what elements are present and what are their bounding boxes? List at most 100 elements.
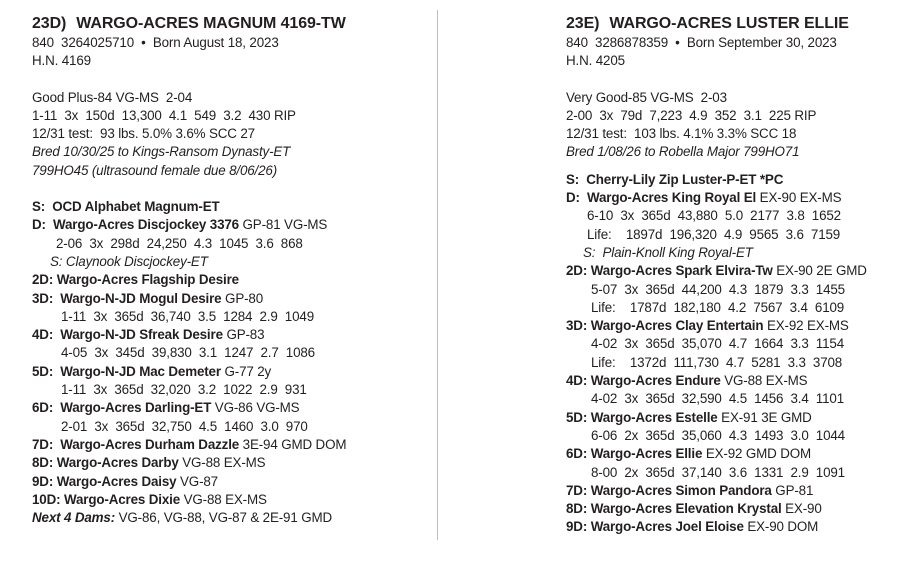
pedigree-ancestor: 3D: Wargo-Acres Clay Entertain EX-92 EX-…: [566, 317, 906, 335]
pedigree-text: 2D: Wargo-Acres Spark Elvira-Tw: [566, 263, 773, 279]
pedigree-text: 6-10 3x 365d 43,880 5.0 2177 3.8 1652: [587, 208, 841, 224]
record-line: 1-11 3x 150d 13,300 4.1 549 3.2 430 RIP: [32, 107, 427, 125]
lot-23e-entry: 23E) WARGO-ACRES LUSTER ELLIE 840 32868783…: [566, 14, 906, 537]
record-text: Bred 1/08/26 to Robella Major 799HO71: [566, 144, 800, 160]
pedigree-ancestor: Next 4 Dams: VG-86, VG-88, VG-87 & 2E-91…: [32, 509, 427, 527]
animal-name: WARGO-ACRES MAGNUM 4169-TW: [76, 15, 346, 32]
pedigree-text: 6D: Wargo-Acres Darling-ET: [32, 400, 212, 416]
pedigree-text: 10D: Wargo-Acres Dixie: [32, 491, 181, 507]
record-line: 799HO45 (ultrasound female due 8/06/26): [32, 162, 427, 180]
lot-number: 23E): [566, 15, 600, 32]
pedigree-ancestor: S: Cherry-Lily Zip Luster-P-ET *PC: [566, 171, 906, 189]
pedigree-stat-line: 2-06 3x 298d 24,250 4.3 1045 3.6 868: [32, 235, 427, 253]
pedigree-ancestor: 4D: Wargo-N-JD Sfreak Desire GP-83: [32, 326, 427, 344]
record-text: 12/31 test: 103 lbs. 4.1% 3.3% SCC 18: [566, 126, 797, 142]
record-line: 12/31 test: 93 lbs. 5.0% 3.6% SCC 27: [32, 125, 427, 143]
pedigree-text: EX-92 GMD DOM: [702, 446, 812, 462]
record-text: 2-00 3x 79d 7,223 4.9 352 3.1 225 RIP: [566, 107, 817, 123]
pedigree-text: 1-11 3x 365d 32,020 3.2 1022 2.9 931: [61, 382, 307, 398]
pedigree-sire-line: S: Plain-Knoll King Royal-ET: [566, 244, 906, 262]
pedigree-ancestor: 9D: Wargo-Acres Daisy VG-87: [32, 473, 427, 491]
pedigree-text: EX-90 DOM: [743, 519, 819, 535]
pedigree-text: 8D: Wargo-Acres Darby: [32, 455, 179, 471]
pedigree-text: VG-88 EX-MS: [180, 491, 267, 507]
pedigree-stat2-line: 8-00 2x 365d 37,140 3.6 1331 2.9 1091: [566, 464, 906, 482]
animal-title: 23E) WARGO-ACRES LUSTER ELLIE: [566, 14, 906, 34]
pedigree-ancestor: 6D: Wargo-Acres Darling-ET VG-86 VG-MS: [32, 399, 427, 417]
pedigree-text: 3E-94 GMD DOM: [239, 436, 347, 452]
pedigree-text: 5-07 3x 365d 44,200 4.3 1879 3.3 1455: [591, 281, 845, 297]
record-line: 12/31 test: 103 lbs. 4.1% 3.3% SCC 18: [566, 125, 906, 143]
pedigree-text: GP-83: [222, 327, 265, 343]
animal-name: WARGO-ACRES LUSTER ELLIE: [609, 15, 849, 32]
record-line: Bred 1/08/26 to Robella Major 799HO71: [566, 143, 906, 161]
pedigree-stat2-line: 4-05 3x 345d 39,830 3.1 1247 2.7 1086: [32, 344, 427, 362]
pedigree-stat2-line: 2-01 3x 365d 32,750 4.5 1460 3.0 970: [32, 418, 427, 436]
pedigree-text: GP-81: [771, 482, 814, 498]
record-text: Good Plus-84 VG-MS 2-04: [32, 89, 193, 105]
pedigree-text: S: Plain-Knoll King Royal-ET: [583, 244, 753, 260]
pedigree-text: S: OCD Alphabet Magnum-ET: [32, 199, 220, 215]
pedigree-text: 5D: Wargo-N-JD Mac Demeter: [32, 363, 221, 379]
pedigree-text: EX-90: [781, 501, 822, 517]
pedigree-text: S: Claynook Discjockey-ET: [50, 253, 208, 269]
pedigree-text: Life: 1897d 196,320 4.9 9565 3.6 7159: [587, 226, 841, 242]
herd-number: H.N. 4205: [566, 53, 625, 69]
pedigree-stat2-line: 1-11 3x 365d 36,740 3.5 1284 2.9 1049: [32, 308, 427, 326]
pedigree-text: EX-90 2E GMD: [772, 263, 867, 279]
pedigree-text: 9D: Wargo-Acres Daisy: [32, 473, 177, 489]
pedigree-text: 1-11 3x 365d 36,740 3.5 1284 2.9 1049: [61, 308, 314, 324]
pedigree-text: EX-90 EX-MS: [756, 190, 842, 206]
pedigree-ancestor: S: OCD Alphabet Magnum-ET: [32, 198, 427, 216]
pedigree-ancestor: 8D: Wargo-Acres Elevation Krystal EX-90: [566, 500, 906, 518]
pedigree-ancestor: D: Wargo-Acres King Royal El EX-90 EX-MS: [566, 189, 906, 207]
pedigree-text: 8-00 2x 365d 37,140 3.6 1331 2.9 1091: [591, 464, 845, 480]
pedigree-stat2-line: Life: 1787d 182,180 4.2 7567 3.4 6109: [566, 299, 906, 317]
herd-number: H.N. 4169: [32, 53, 91, 69]
pedigree-text: Next 4 Dams:: [32, 510, 116, 526]
pedigree-text: 2D: Wargo-Acres Flagship Desire: [32, 272, 239, 288]
pedigree-ancestor: 2D: Wargo-Acres Flagship Desire: [32, 271, 427, 289]
spacer: [566, 162, 906, 171]
pedigree-ancestor: 10D: Wargo-Acres Dixie VG-88 EX-MS: [32, 491, 427, 509]
pedigree-text: 4D: Wargo-Acres Endure: [566, 373, 721, 389]
record-text: Bred 10/30/25 to Kings-Ransom Dynasty-ET: [32, 144, 291, 160]
pedigree-text: EX-92 EX-MS: [763, 318, 849, 334]
id-birth-line: 840 3264025710 • Born August 18, 2023: [32, 35, 279, 50]
pedigree-stat2-line: 4-02 3x 365d 32,590 4.5 1456 3.4 1101: [566, 390, 906, 408]
pedigree-text: 9D: Wargo-Acres Joel Eloise: [566, 519, 744, 535]
lot-number: 23D): [32, 15, 67, 32]
pedigree-text: VG-86, VG-88, VG-87 & 2E-91 GMD: [115, 510, 333, 526]
pedigree-text: GP-81 VG-MS: [238, 217, 328, 233]
pedigree-text: 7D: Wargo-Acres Durham Dazzle: [32, 436, 240, 452]
pedigree-text: GP-80: [221, 290, 264, 306]
pedigree-text: 8D: Wargo-Acres Elevation Krystal: [566, 501, 782, 517]
pedigree-text: VG-87: [176, 473, 218, 489]
lot-23d-entry: 23D) WARGO-ACRES MAGNUM 4169-TW 840 326402…: [32, 14, 427, 527]
pedigree-text: 7D: Wargo-Acres Simon Pandora: [566, 482, 772, 498]
record-line: Bred 10/30/25 to Kings-Ransom Dynasty-ET: [32, 143, 427, 161]
record-line: 2-00 3x 79d 7,223 4.9 352 3.1 225 RIP: [566, 107, 906, 125]
record-text: 12/31 test: 93 lbs. 5.0% 3.6% SCC 27: [32, 126, 255, 142]
pedigree-text: D: Wargo-Acres Discjockey 3376: [32, 217, 239, 233]
pedigree-sire-line: S: Claynook Discjockey-ET: [32, 253, 427, 271]
pedigree-ancestor: 4D: Wargo-Acres Endure VG-88 EX-MS: [566, 372, 906, 390]
pedigree-ancestor: 8D: Wargo-Acres Darby VG-88 EX-MS: [32, 454, 427, 472]
pedigree-ancestor: 3D: Wargo-N-JD Mogul Desire GP-80: [32, 290, 427, 308]
pedigree-text: 6-06 2x 365d 35,060 4.3 1493 3.0 1044: [591, 427, 845, 443]
pedigree-ancestor: 7D: Wargo-Acres Simon Pandora GP-81: [566, 482, 906, 500]
pedigree-ancestor: 5D: Wargo-Acres Estelle EX-91 3E GMD: [566, 409, 906, 427]
pedigree-stat-line: Life: 1897d 196,320 4.9 9565 3.6 7159: [566, 226, 906, 244]
pedigree-text: S: Cherry-Lily Zip Luster-P-ET *PC: [566, 171, 784, 187]
pedigree-text: Life: 1787d 182,180 4.2 7567 3.4 6109: [591, 299, 845, 315]
record-line: Very Good-85 VG-MS 2-03: [566, 89, 906, 107]
animal-title: 23D) WARGO-ACRES MAGNUM 4169-TW: [32, 14, 427, 34]
pedigree-text: 4-05 3x 345d 39,830 3.1 1247 2.7 1086: [61, 345, 315, 361]
pedigree-ancestor: 7D: Wargo-Acres Durham Dazzle 3E-94 GMD …: [32, 436, 427, 454]
pedigree-stat2-line: Life: 1372d 111,730 4.7 5281 3.3 3708: [566, 354, 906, 372]
pedigree-ancestor: 6D: Wargo-Acres Ellie EX-92 GMD DOM: [566, 445, 906, 463]
pedigree-stat2-line: 1-11 3x 365d 32,020 3.2 1022 2.9 931: [32, 381, 427, 399]
pedigree-text: D: Wargo-Acres King Royal El: [566, 190, 757, 206]
pedigree-text: 3D: Wargo-Acres Clay Entertain: [566, 318, 764, 334]
pedigree-text: 3D: Wargo-N-JD Mogul Desire: [32, 290, 222, 306]
